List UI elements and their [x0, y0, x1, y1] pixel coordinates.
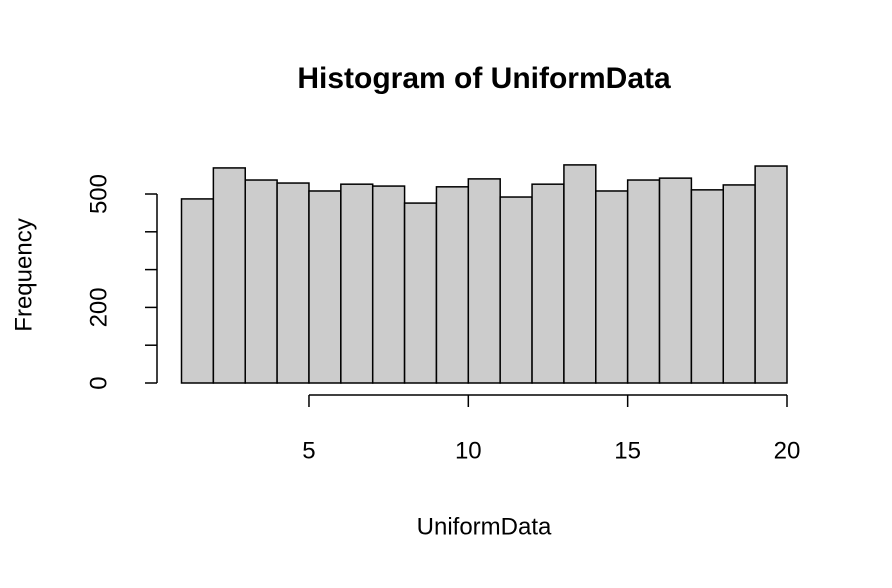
bar — [371, 185, 406, 384]
bar — [435, 186, 470, 384]
bar — [658, 177, 693, 384]
x-tick-label: 20 — [774, 437, 801, 464]
bar — [690, 189, 725, 384]
bar — [276, 182, 310, 384]
bar — [403, 202, 438, 384]
bar — [722, 184, 756, 384]
bar — [626, 179, 661, 384]
bar — [531, 183, 565, 384]
y-tick-label: 0 — [85, 376, 112, 389]
bar — [499, 196, 533, 384]
bar — [212, 167, 246, 384]
x-axis-title: UniformData — [417, 513, 552, 540]
bar — [308, 190, 342, 384]
y-tick-label: 200 — [85, 287, 112, 327]
y-tick-label: 500 — [85, 174, 112, 214]
x-tick-label: 5 — [302, 437, 315, 464]
bar — [244, 179, 278, 384]
bar — [563, 164, 597, 384]
chart-title: Histogram of UniformData — [297, 62, 671, 95]
bar — [595, 190, 629, 384]
x-tick-label: 15 — [614, 437, 641, 464]
bar — [754, 165, 788, 384]
bar — [180, 198, 215, 384]
bar — [340, 183, 374, 384]
y-axis-title: Frequency — [10, 218, 37, 331]
bar — [467, 178, 501, 384]
x-tick-label: 10 — [455, 437, 482, 464]
